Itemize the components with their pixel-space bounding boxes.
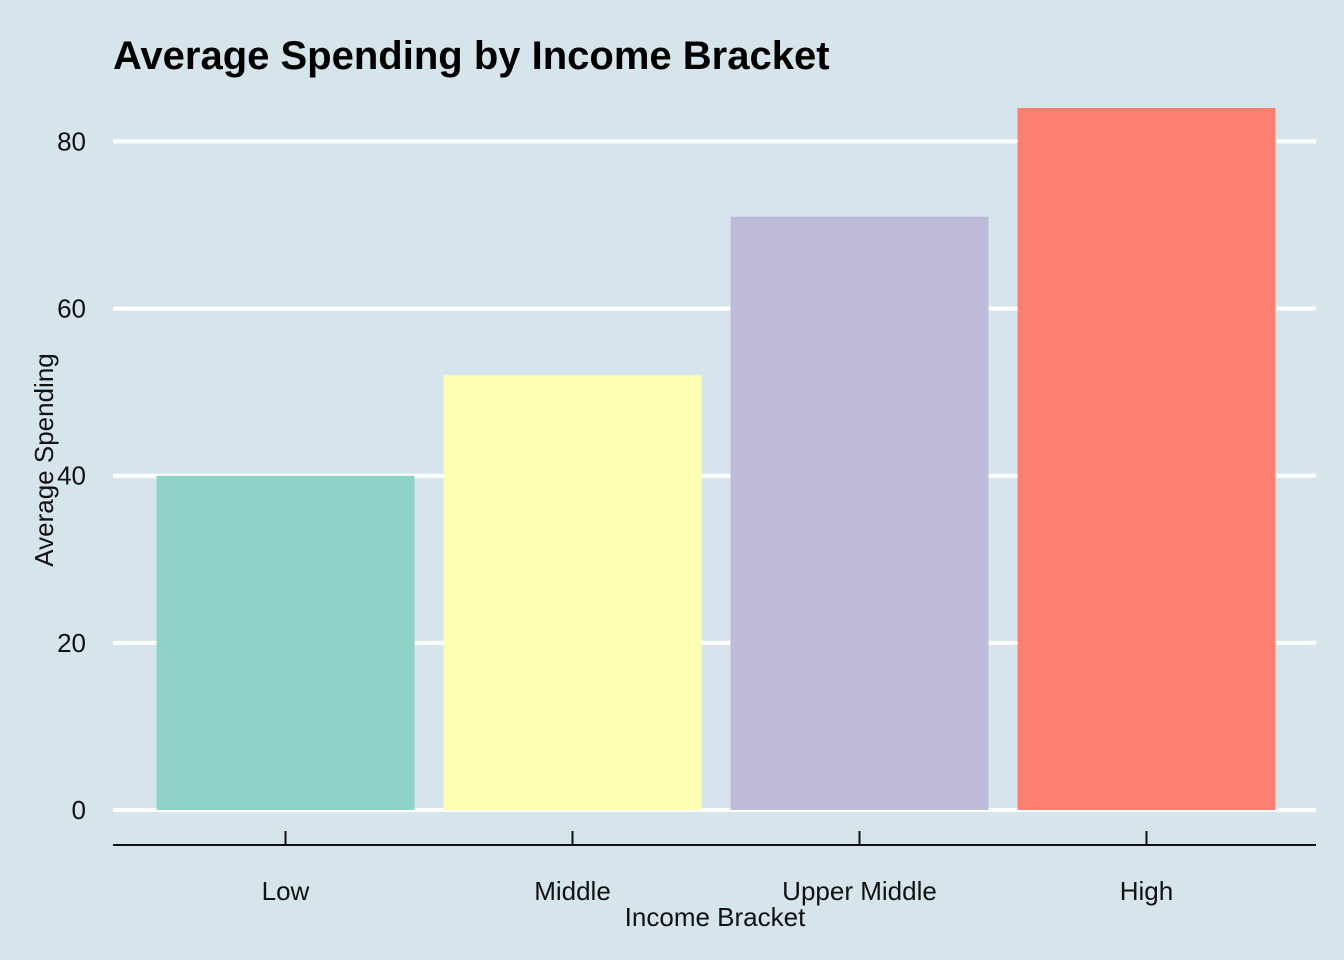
x-tick-label-low: Low (262, 876, 310, 906)
bar-low (156, 475, 415, 810)
y-tick-label-60: 60 (57, 294, 86, 324)
y-tick-label-40: 40 (57, 461, 86, 491)
chart-title: Average Spending by Income Bracket (113, 34, 830, 78)
x-axis: Low Middle Upper Middle High (113, 831, 1316, 906)
y-tick-label-0: 0 (72, 795, 86, 825)
x-tick-label-upper-middle: Upper Middle (782, 876, 937, 906)
x-tick-label-high: High (1120, 876, 1173, 906)
y-tick-label-20: 20 (57, 628, 86, 658)
y-axis-title: Average Spending (29, 353, 59, 566)
bars (156, 108, 1276, 811)
x-axis-title: Income Bracket (625, 902, 806, 932)
bar-high (1017, 108, 1276, 810)
x-tick-label-middle: Middle (534, 876, 611, 906)
bar-upper-middle (730, 216, 989, 811)
y-axis: 0 20 40 60 80 (57, 126, 86, 825)
y-tick-label-80: 80 (57, 126, 86, 156)
bar-middle (443, 375, 702, 810)
